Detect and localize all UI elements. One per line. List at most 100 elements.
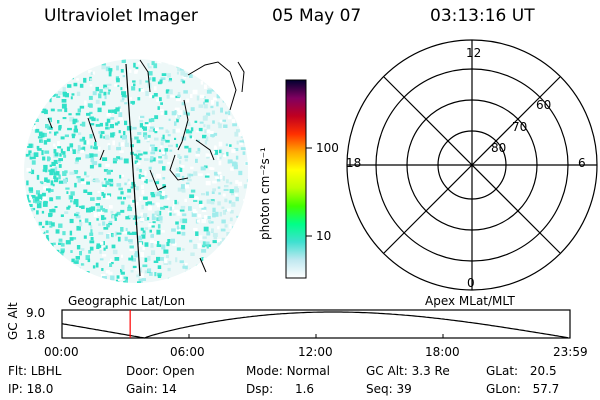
emission-speckle — [156, 202, 159, 206]
emission-speckle — [39, 181, 44, 184]
emission-speckle — [134, 136, 139, 140]
emission-speckle — [114, 83, 118, 87]
emission-speckle — [242, 151, 246, 155]
emission-speckle — [43, 200, 47, 206]
emission-speckle — [241, 227, 245, 231]
mlat-label-60: 60 — [536, 98, 552, 112]
emission-speckle — [166, 254, 169, 259]
emission-speckle — [186, 121, 191, 127]
emission-speckle — [212, 240, 217, 244]
emission-speckle — [32, 256, 38, 262]
emission-speckle — [243, 218, 248, 223]
emission-speckle — [229, 210, 234, 214]
emission-speckle — [212, 212, 216, 218]
emission-speckle — [40, 243, 44, 248]
emission-speckle — [41, 150, 44, 156]
emission-speckle — [160, 109, 164, 112]
emission-speckle — [92, 91, 97, 96]
emission-speckle — [24, 60, 28, 64]
emission-speckle — [55, 131, 59, 134]
emission-speckle — [206, 89, 212, 94]
emission-speckle — [114, 217, 117, 221]
emission-speckle — [27, 243, 32, 249]
emission-speckle — [47, 264, 52, 269]
emission-speckle — [108, 89, 111, 92]
emission-speckle — [208, 221, 214, 224]
emission-speckle — [150, 192, 155, 196]
emission-speckle — [211, 228, 214, 233]
emission-speckle — [144, 227, 149, 230]
emission-speckle — [121, 135, 127, 140]
emission-speckle — [131, 86, 136, 91]
emission-speckle — [160, 77, 166, 80]
emission-speckle — [197, 243, 202, 249]
emission-speckle — [226, 151, 229, 157]
emission-speckle — [59, 67, 64, 73]
emission-speckle — [105, 195, 110, 200]
emission-speckle — [138, 174, 142, 179]
emission-speckle — [227, 159, 233, 164]
emission-speckle — [125, 227, 128, 231]
emission-speckle — [230, 167, 234, 171]
emission-speckle — [182, 213, 187, 217]
emission-speckle — [36, 87, 40, 92]
emission-speckle — [69, 66, 73, 72]
emission-speckle — [32, 113, 37, 117]
emission-speckle — [142, 126, 145, 130]
emission-speckle — [174, 137, 177, 140]
emission-speckle — [189, 239, 193, 243]
emission-speckle — [139, 123, 143, 128]
emission-speckle — [181, 225, 186, 230]
emission-speckle — [157, 241, 160, 246]
emission-speckle — [206, 112, 211, 116]
emission-speckle — [46, 138, 51, 142]
emission-speckle — [37, 193, 40, 199]
emission-speckle — [181, 188, 186, 193]
emission-speckle — [129, 215, 134, 218]
emission-speckle — [62, 91, 67, 95]
emission-speckle — [36, 203, 42, 209]
emission-speckle — [154, 191, 158, 195]
emission-speckle — [26, 167, 32, 172]
emission-speckle — [38, 232, 42, 236]
emission-speckle — [114, 231, 118, 237]
emission-speckle — [202, 241, 206, 247]
emission-speckle — [54, 179, 58, 183]
emission-speckle — [190, 93, 193, 98]
emission-speckle — [198, 59, 201, 63]
emission-speckle — [98, 163, 102, 168]
emission-speckle — [53, 242, 56, 245]
emission-speckle — [127, 188, 132, 193]
emission-speckle — [90, 206, 96, 211]
emission-speckle — [124, 102, 128, 105]
emission-speckle — [90, 225, 93, 229]
emission-speckle — [227, 116, 232, 120]
emission-speckle — [64, 170, 68, 174]
emission-speckle — [173, 61, 178, 66]
emission-speckle — [198, 235, 203, 241]
emission-speckle — [117, 121, 120, 124]
emission-speckle — [212, 180, 217, 184]
emission-speckle — [71, 135, 75, 139]
emission-speckle — [72, 149, 76, 154]
emission-speckle — [160, 142, 164, 146]
emission-speckle — [222, 265, 227, 269]
time-tick-0000: 00:00 — [44, 345, 79, 359]
emission-speckle — [199, 121, 204, 124]
emission-speckle — [177, 211, 181, 216]
emission-speckle — [156, 191, 161, 197]
emission-speckle — [144, 158, 149, 161]
emission-speckle — [99, 89, 103, 94]
emission-speckle — [110, 169, 113, 172]
emission-speckle — [200, 94, 205, 99]
emission-speckle — [198, 173, 203, 176]
emission-speckle — [225, 73, 229, 76]
emission-speckle — [194, 197, 199, 200]
emission-speckle — [143, 151, 148, 155]
emission-speckle — [218, 78, 221, 83]
emission-speckle — [242, 122, 246, 126]
emission-speckle — [110, 258, 113, 262]
emission-speckle — [24, 265, 27, 270]
emission-speckle — [176, 279, 181, 282]
emission-speckle — [150, 156, 154, 160]
